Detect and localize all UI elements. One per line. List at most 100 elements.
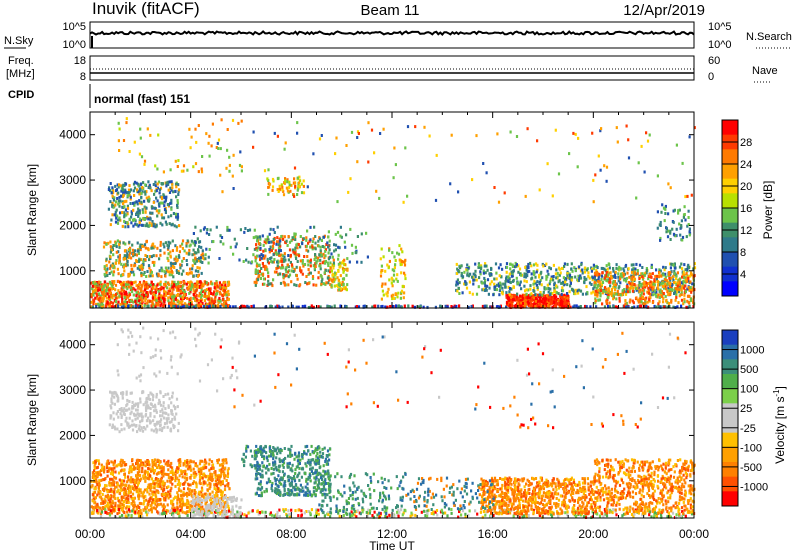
echo-cell <box>524 275 528 279</box>
echo-cell <box>605 264 608 268</box>
echo-cell <box>657 283 660 287</box>
echo-cell <box>162 242 165 246</box>
echo-cell <box>519 301 522 305</box>
echo-cell <box>176 246 179 250</box>
echo-cell <box>486 278 490 282</box>
echo-cell <box>167 304 171 308</box>
echo-cell <box>120 262 123 266</box>
echo-cell <box>185 511 188 515</box>
echo-cell <box>219 234 222 238</box>
echo-cell <box>118 245 121 249</box>
echo-cell <box>125 280 128 284</box>
echo-cell <box>311 245 314 249</box>
echo-cell <box>157 289 160 293</box>
echo-cell <box>434 198 438 202</box>
echo-cell <box>395 304 398 308</box>
echo-cell <box>396 273 399 277</box>
echo-cell <box>224 281 227 284</box>
echo-cell <box>110 191 113 195</box>
echo-cell <box>563 262 566 266</box>
echo-cell <box>217 147 220 150</box>
echo-cell <box>127 274 130 278</box>
echo-cell <box>208 134 211 138</box>
echo-cell <box>362 305 365 309</box>
echo-cell <box>153 486 156 490</box>
echo-cell <box>385 292 388 296</box>
echo-cell <box>217 458 220 462</box>
echo-cell <box>268 232 271 236</box>
echo-cell <box>153 291 156 295</box>
echo-cell <box>615 263 618 267</box>
echo-cell <box>150 304 153 308</box>
echo-cell <box>304 304 307 308</box>
echo-cell <box>263 169 267 173</box>
echo-cell <box>140 274 143 278</box>
echo-cell <box>542 290 545 294</box>
echo-cell <box>367 160 370 164</box>
echo-cell <box>332 261 335 265</box>
echo-cell <box>596 266 599 269</box>
echo-cell <box>104 274 107 278</box>
echo-cell <box>645 284 649 288</box>
echo-cell <box>226 148 229 152</box>
echo-cell <box>498 305 501 309</box>
echo-cell <box>546 269 549 273</box>
echo-cell <box>174 262 177 265</box>
echo-cell <box>537 295 540 298</box>
echo-cell <box>615 305 618 309</box>
echo-cell <box>164 220 167 224</box>
echo-cell <box>668 281 671 285</box>
echo-cell <box>637 300 640 304</box>
echo-cell <box>186 168 189 172</box>
echo-cell <box>267 274 270 278</box>
echo-cell <box>171 182 174 186</box>
echo-cell <box>384 269 387 273</box>
echo-cell <box>146 255 149 258</box>
echo-cell <box>391 251 394 255</box>
echo-cell <box>186 239 189 243</box>
echo-cell <box>510 304 513 308</box>
echo-cell <box>583 276 586 279</box>
echo-cell <box>166 203 169 206</box>
echo-cell <box>245 258 248 262</box>
echo-cell <box>466 268 469 272</box>
echo-cell <box>179 266 182 270</box>
echo-cell <box>297 305 300 309</box>
echo-cell <box>650 283 653 287</box>
echo-cell <box>287 258 290 262</box>
echo-cell <box>154 225 157 229</box>
echo-cell <box>686 299 689 303</box>
echo-cell <box>260 272 263 276</box>
echo-cell <box>130 478 133 482</box>
echo-cell <box>342 270 345 274</box>
echo-cell <box>228 487 231 491</box>
echo-cell <box>107 188 110 191</box>
echo-cell <box>571 269 574 273</box>
echo-cell <box>227 297 230 301</box>
freq-trace <box>90 68 694 74</box>
echo-cell <box>472 272 475 276</box>
echo-cell <box>547 300 551 304</box>
echo-cell <box>118 253 121 257</box>
echo-cell <box>317 305 320 309</box>
echo-cell <box>152 285 155 289</box>
echo-cell <box>314 247 317 251</box>
echo-cell <box>225 479 228 482</box>
echo-cell <box>526 300 530 304</box>
echo-cell <box>103 241 106 245</box>
echo-cell <box>278 265 281 269</box>
echo-cell <box>117 499 120 502</box>
echo-cell <box>112 287 115 290</box>
echo-cell <box>461 291 464 295</box>
echo-cell <box>483 304 486 308</box>
echo-cell <box>504 285 507 289</box>
echo-cell <box>544 300 548 304</box>
echo-cell <box>286 244 289 247</box>
echo-cell <box>612 275 615 279</box>
echo-cell <box>578 265 581 269</box>
echo-cell <box>333 243 336 247</box>
echo-cell <box>149 133 152 137</box>
echo-cell <box>109 266 112 270</box>
echo-cell <box>507 285 510 289</box>
echo-cell <box>683 286 686 290</box>
